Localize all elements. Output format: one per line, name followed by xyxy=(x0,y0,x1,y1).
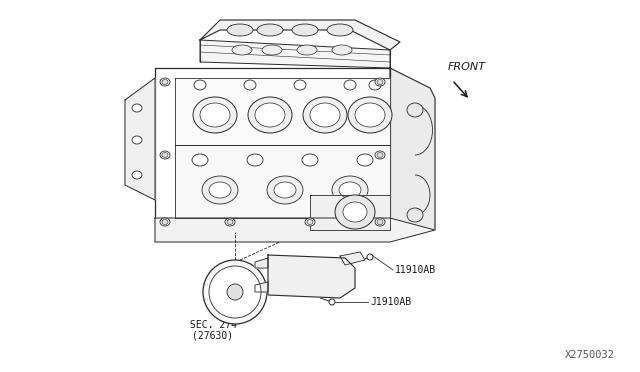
Ellipse shape xyxy=(267,176,303,204)
Ellipse shape xyxy=(343,202,367,222)
Ellipse shape xyxy=(257,24,283,36)
Ellipse shape xyxy=(227,24,253,36)
Ellipse shape xyxy=(192,154,208,166)
Text: SEC. 274: SEC. 274 xyxy=(189,320,237,330)
Ellipse shape xyxy=(327,24,353,36)
Ellipse shape xyxy=(227,219,233,224)
Ellipse shape xyxy=(302,154,318,166)
Ellipse shape xyxy=(262,45,282,55)
Ellipse shape xyxy=(303,97,347,133)
Ellipse shape xyxy=(332,45,352,55)
Ellipse shape xyxy=(329,299,335,305)
Polygon shape xyxy=(155,218,435,242)
Ellipse shape xyxy=(132,171,142,179)
Ellipse shape xyxy=(203,260,267,324)
Ellipse shape xyxy=(375,218,385,226)
Ellipse shape xyxy=(307,219,313,224)
Ellipse shape xyxy=(348,97,392,133)
Polygon shape xyxy=(255,258,268,268)
Ellipse shape xyxy=(227,284,243,300)
Ellipse shape xyxy=(407,208,423,222)
Ellipse shape xyxy=(232,45,252,55)
Polygon shape xyxy=(125,20,435,230)
Ellipse shape xyxy=(162,219,168,224)
Ellipse shape xyxy=(132,104,142,112)
Ellipse shape xyxy=(255,103,285,127)
Ellipse shape xyxy=(160,78,170,86)
Polygon shape xyxy=(175,145,390,218)
Ellipse shape xyxy=(375,78,385,86)
Polygon shape xyxy=(155,68,390,230)
Ellipse shape xyxy=(274,182,296,198)
Polygon shape xyxy=(255,282,268,292)
Polygon shape xyxy=(340,252,365,265)
Text: 11910AB: 11910AB xyxy=(395,265,436,275)
Ellipse shape xyxy=(162,80,168,84)
Text: X2750032: X2750032 xyxy=(565,350,615,360)
Ellipse shape xyxy=(248,97,292,133)
Ellipse shape xyxy=(194,80,206,90)
Ellipse shape xyxy=(305,218,315,226)
Ellipse shape xyxy=(355,103,385,127)
Ellipse shape xyxy=(335,195,375,229)
Polygon shape xyxy=(268,255,355,298)
Ellipse shape xyxy=(310,103,340,127)
Text: (27630): (27630) xyxy=(193,330,234,340)
Ellipse shape xyxy=(209,266,261,318)
Polygon shape xyxy=(175,78,390,145)
Ellipse shape xyxy=(160,218,170,226)
Ellipse shape xyxy=(200,103,230,127)
Text: FRONT: FRONT xyxy=(448,62,486,72)
Ellipse shape xyxy=(332,176,368,204)
Ellipse shape xyxy=(344,80,356,90)
Ellipse shape xyxy=(377,153,383,157)
Polygon shape xyxy=(390,68,435,230)
Text: J1910AB: J1910AB xyxy=(370,297,411,307)
Ellipse shape xyxy=(357,154,373,166)
Ellipse shape xyxy=(225,218,235,226)
Polygon shape xyxy=(125,78,155,200)
Ellipse shape xyxy=(202,176,238,204)
Ellipse shape xyxy=(162,153,168,157)
Ellipse shape xyxy=(292,24,318,36)
Ellipse shape xyxy=(132,136,142,144)
Ellipse shape xyxy=(244,80,256,90)
Polygon shape xyxy=(310,195,390,230)
Ellipse shape xyxy=(377,80,383,84)
Ellipse shape xyxy=(193,97,237,133)
Ellipse shape xyxy=(160,151,170,159)
Polygon shape xyxy=(200,20,400,50)
Ellipse shape xyxy=(297,45,317,55)
Ellipse shape xyxy=(369,80,381,90)
Ellipse shape xyxy=(294,80,306,90)
Ellipse shape xyxy=(367,254,373,260)
Ellipse shape xyxy=(377,219,383,224)
Ellipse shape xyxy=(209,182,231,198)
Ellipse shape xyxy=(247,154,263,166)
Ellipse shape xyxy=(375,151,385,159)
Polygon shape xyxy=(200,40,390,68)
Ellipse shape xyxy=(339,182,361,198)
Ellipse shape xyxy=(407,103,423,117)
